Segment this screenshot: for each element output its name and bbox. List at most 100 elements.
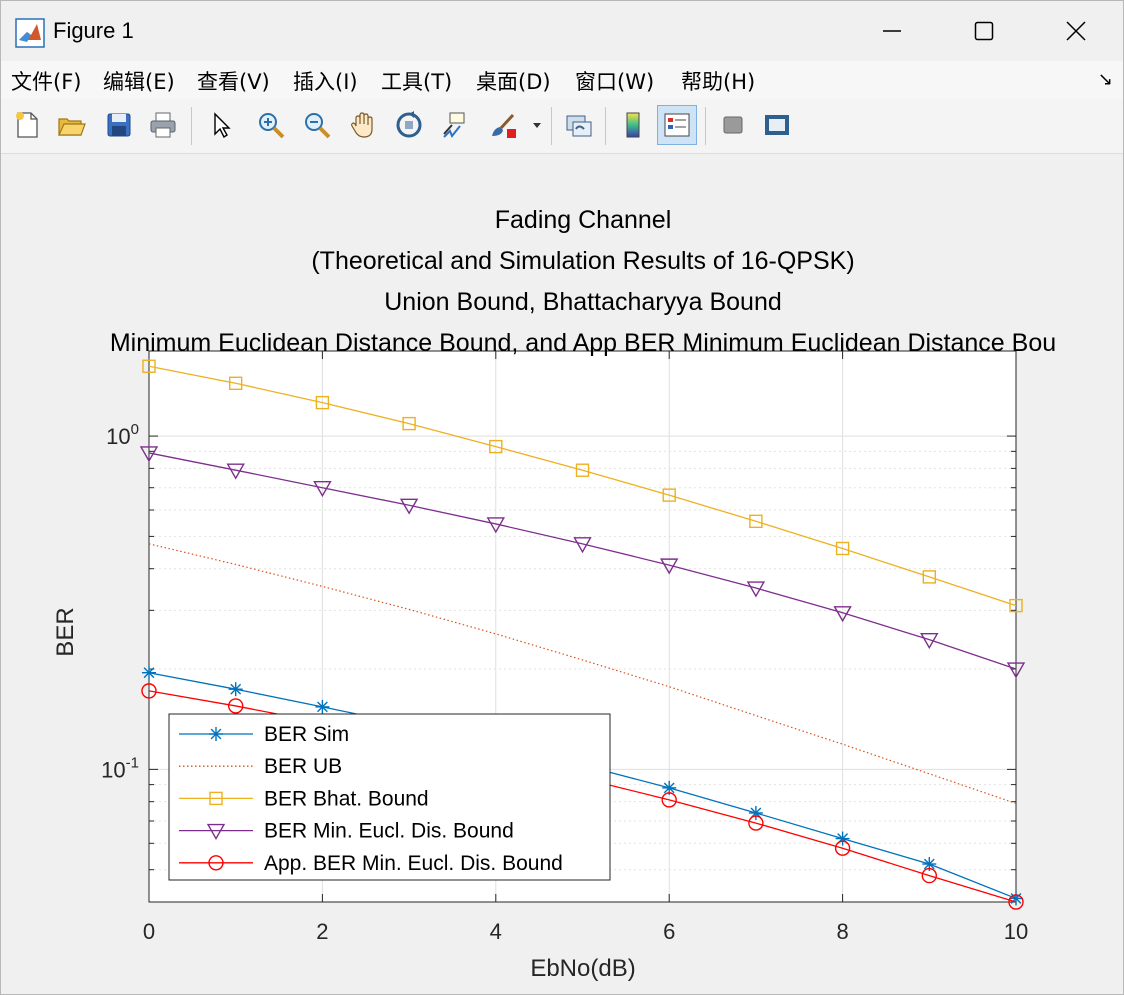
minimize-icon [883,30,901,32]
brush-icon[interactable] [483,105,523,145]
marker-triangle [206,823,226,841]
close-icon [1066,21,1086,41]
rotate-3d-icon[interactable] [389,105,429,145]
marker-stroke [230,683,242,695]
data-point [313,481,332,498]
link-plot-icon[interactable] [559,105,599,145]
menu-tools[interactable]: 工具(T) [381,70,453,94]
new-figure-icon[interactable] [7,105,47,145]
select-arrow-icon[interactable] [201,105,241,145]
menu-desktop[interactable]: 桌面(D) [476,70,551,94]
marker-square [835,541,850,556]
marker-circle [1008,894,1024,910]
axes-box [148,350,1017,903]
zoom-in-icon[interactable] [251,105,291,145]
data-point [142,359,156,373]
series-3 [142,359,1023,613]
marker-stroke [923,858,935,870]
marker-triangle [226,463,245,480]
marker-triangle [833,606,852,623]
data-point [1008,894,1024,910]
x-tick-label: 4 [490,919,502,944]
data-point [486,517,506,534]
data-point [1006,662,1026,679]
menu-help[interactable]: 帮助(H) [681,70,756,94]
menu-edit[interactable]: 编辑(E) [103,70,175,94]
data-point [228,682,243,697]
marker-circle [921,867,937,884]
hide-plot-tools-icon[interactable] [713,105,753,145]
y-tick-label: 100 [106,421,139,449]
toolbar-separator [605,107,606,145]
colorbar-icon[interactable] [613,105,653,145]
ber-chart[interactable]: 0 2 4 6 8 10 100 10-1 BER Sim BER UB BER Bhat. Bou… [1,154,1123,994]
title-bar[interactable]: Figure 1 [1,1,1123,61]
menu-bar: 文件(F) 编辑(E) 查看(V) 插入(I) 工具(T) 桌面(D) 窗口(W… [1,61,1123,99]
marker-triangle [139,446,159,463]
y-axis-label: BER [52,607,79,656]
close-button[interactable] [1030,1,1122,61]
data-point [834,840,851,856]
legend: BER Sim BER UB BER Bhat. Bound BER Min. Euc… [168,713,611,881]
marker-square [315,395,330,410]
series-2 [148,543,1017,805]
marker-triangle [1006,662,1026,679]
print-icon[interactable] [143,105,183,145]
pan-hand-icon[interactable] [343,105,383,145]
data-point [835,541,850,556]
data-point [142,665,156,680]
data-point [921,867,937,884]
legend-entry: BER Sim [179,723,349,746]
menu-view[interactable]: 查看(V) [197,70,270,94]
data-point [315,699,330,714]
brush-dropdown-icon[interactable] [529,105,545,145]
data-cursor-icon[interactable] [435,105,475,145]
zoom-out-icon[interactable] [297,105,337,145]
marker-square [209,791,223,806]
menu-file[interactable]: 文件(F) [11,70,82,94]
data-point [833,606,852,623]
marker-circle [227,698,244,714]
legend-label: BER Sim [264,723,349,746]
legend-label: BER Bhat. Bound [264,787,429,810]
legend-label: BER Min. Eucl. Dis. Bound [264,820,514,843]
minimize-button[interactable] [846,1,938,61]
data-point [575,463,590,477]
data-point [922,570,936,584]
maximize-button[interactable] [938,1,1030,61]
marker-square [489,439,503,454]
x-tick-label: 10 [1004,919,1028,944]
series-4 [139,446,1026,679]
figure-toolbar [1,99,1123,154]
matlab-logo-icon [15,18,45,48]
save-icon[interactable] [99,105,139,145]
show-plot-tools-icon[interactable] [757,105,797,145]
marker-square [749,514,763,529]
data-point [227,698,244,714]
title-line: Union Bound, Bhattacharyya Bound [384,288,782,316]
data-point [573,537,592,554]
data-point [402,416,416,431]
menu-insert[interactable]: 插入(I) [293,70,358,94]
marker-circle [141,683,157,699]
marker-stroke [317,701,328,713]
toolbar-separator [191,107,192,145]
marker-stroke [143,667,155,679]
data-point [226,463,245,480]
legend-entry: BER Min. Eucl. Dis. Bound [179,820,514,843]
toolbar-separator [705,107,706,145]
y-tick-label: 10-1 [101,754,139,782]
data-point [1009,598,1023,613]
open-file-icon[interactable] [51,105,91,145]
dock-arrow-icon[interactable]: ↘ [1097,69,1113,90]
data-point [746,581,766,598]
legend-icon[interactable] [657,105,697,145]
marker-circle [748,815,764,831]
data-point [228,376,243,390]
figure-canvas: 0 2 4 6 8 10 100 10-1 BER Sim BER UB BER Bhat. Bou… [1,154,1123,994]
data-point [399,498,419,515]
menu-window[interactable]: 窗口(W) [575,70,655,94]
data-point [315,395,330,410]
marker-triangle [486,517,506,534]
data-point [659,558,679,575]
